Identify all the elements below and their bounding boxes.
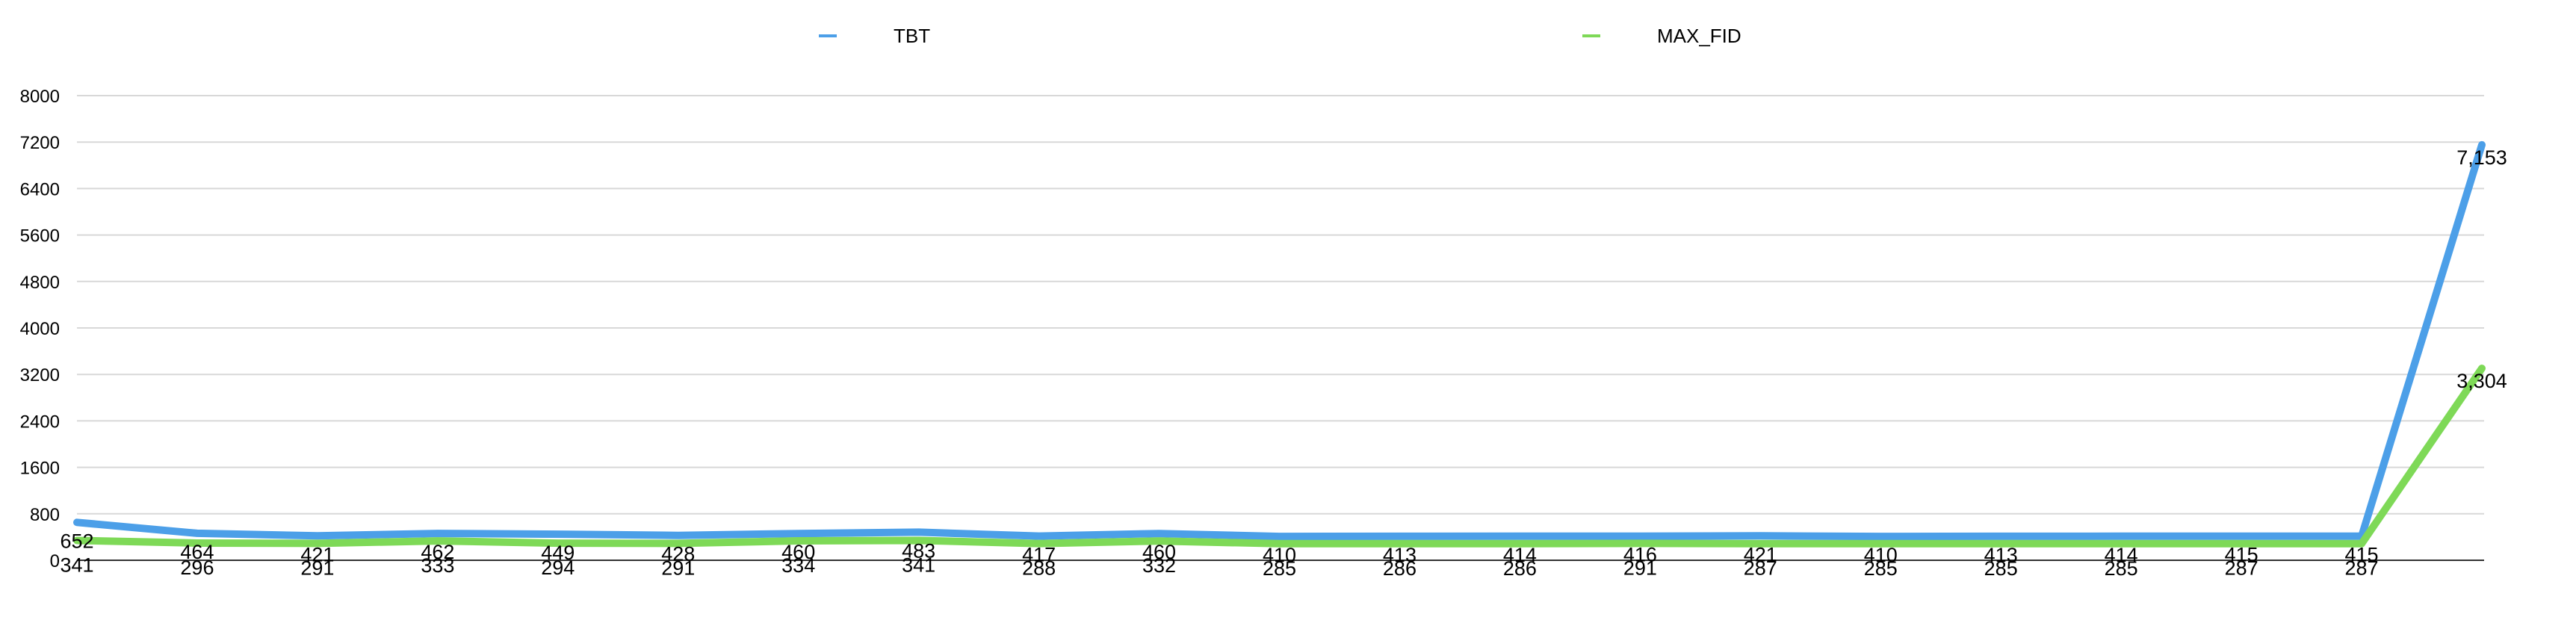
y-tick-label: 3200 bbox=[20, 365, 60, 385]
data-label-tbt: 421 bbox=[1744, 543, 1777, 565]
data-label-tbt: 462 bbox=[421, 541, 454, 563]
data-label-tbt: 428 bbox=[661, 543, 695, 565]
data-label-tbt: 460 bbox=[781, 541, 815, 563]
data-label-max-fid: 291 bbox=[661, 557, 695, 579]
data-label-max-fid: 285 bbox=[1864, 557, 1898, 580]
data-label-max-fid: 332 bbox=[1142, 554, 1176, 577]
data-label-max-fid: 288 bbox=[1022, 557, 1056, 580]
data-label-max-fid: 285 bbox=[2105, 557, 2138, 580]
data-label-max-fid: 294 bbox=[541, 557, 575, 579]
data-label-tbt: 449 bbox=[541, 542, 575, 564]
data-label-max-fid: 341 bbox=[902, 554, 935, 576]
data-label-max-fid: 287 bbox=[2345, 557, 2379, 580]
data-label-max-fid: 333 bbox=[421, 554, 454, 577]
data-label-tbt: 415 bbox=[2225, 544, 2258, 566]
data-label-tbt: 410 bbox=[1263, 544, 1296, 566]
legend: TBT MAX_FID bbox=[819, 25, 1741, 47]
data-label-tbt: 460 bbox=[1142, 541, 1176, 563]
data-label-max-fid: 341 bbox=[60, 554, 93, 576]
y-axis-ticks: 0 800 1600 2400 3200 4000 4800 5600 6400 7200 8000 bbox=[20, 87, 60, 571]
data-label-max-fid: 291 bbox=[300, 557, 334, 579]
data-label-max-fid: 285 bbox=[1984, 557, 2018, 580]
data-label-tbt: 413 bbox=[1383, 544, 1417, 566]
data-label-max-fid: 3,304 bbox=[2456, 370, 2507, 392]
data-label-tbt: 464 bbox=[180, 541, 214, 563]
data-label-tbt: 483 bbox=[902, 539, 935, 562]
y-tick-label: 4000 bbox=[20, 319, 60, 339]
data-label-max-fid: 286 bbox=[1383, 557, 1417, 580]
data-labels: 652 464 421 462 449 428 460 483 417 460 410 413 414 4… bbox=[60, 146, 2507, 580]
data-label-tbt: 421 bbox=[300, 543, 334, 565]
y-tick-label: 6400 bbox=[20, 179, 60, 199]
y-tick-label: 5600 bbox=[20, 226, 60, 247]
data-label-max-fid: 287 bbox=[1744, 557, 1777, 580]
series-line-tbt bbox=[73, 140, 2486, 541]
legend-label-max-fid: MAX_FID bbox=[1657, 25, 1741, 47]
data-label-max-fid: 285 bbox=[1263, 557, 1296, 580]
y-tick-label: 7200 bbox=[20, 133, 60, 153]
y-tick-label: 8000 bbox=[20, 87, 60, 107]
data-label-tbt: 417 bbox=[1022, 544, 1056, 566]
data-label-max-fid: 291 bbox=[1623, 557, 1657, 579]
data-label-tbt: 416 bbox=[1623, 544, 1657, 566]
data-label-tbt: 414 bbox=[2105, 544, 2138, 566]
legend-label-tbt: TBT bbox=[894, 25, 930, 47]
series-line-max-fid bbox=[73, 365, 2486, 548]
data-label-max-fid: 287 bbox=[2225, 557, 2258, 580]
y-tick-label: 0 bbox=[50, 551, 60, 571]
y-tick-label: 1600 bbox=[20, 459, 60, 479]
data-label-max-fid: 334 bbox=[781, 554, 815, 577]
gridlines bbox=[77, 95, 2484, 515]
data-label-tbt: 410 bbox=[1864, 544, 1898, 566]
data-label-tbt: 7,153 bbox=[2456, 146, 2507, 169]
y-tick-label: 2400 bbox=[20, 412, 60, 432]
series-lines bbox=[73, 140, 2486, 548]
data-label-max-fid: 286 bbox=[1503, 557, 1537, 580]
data-label-tbt: 415 bbox=[2345, 544, 2379, 566]
data-label-max-fid: 296 bbox=[180, 557, 214, 579]
y-tick-label: 4800 bbox=[20, 273, 60, 293]
data-label-tbt: 413 bbox=[1984, 544, 2018, 566]
data-label-tbt: 652 bbox=[60, 530, 93, 552]
y-tick-label: 800 bbox=[30, 505, 60, 525]
data-label-tbt: 414 bbox=[1503, 544, 1537, 566]
